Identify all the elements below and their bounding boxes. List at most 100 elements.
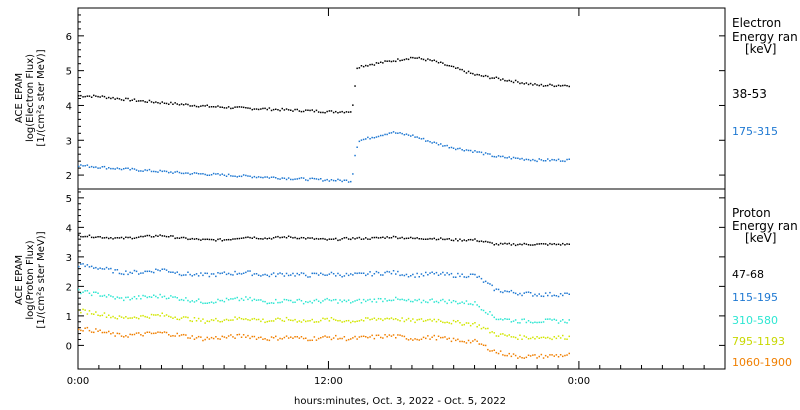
electron-point-1 xyxy=(521,157,523,160)
proton-point-0 xyxy=(482,241,485,243)
proton-point-2 xyxy=(557,322,560,324)
electron-point-1 xyxy=(350,180,352,183)
electron-point-1 xyxy=(519,158,521,160)
proton-point-3 xyxy=(187,316,189,319)
proton-point-1 xyxy=(240,273,243,275)
electron-point-0 xyxy=(191,105,193,107)
electron-point-1 xyxy=(116,167,119,169)
proton-point-3 xyxy=(392,318,395,321)
proton-point-0 xyxy=(499,242,502,245)
proton-point-0 xyxy=(514,244,517,247)
proton-point-3 xyxy=(257,318,260,321)
proton-point-3 xyxy=(247,319,249,321)
electron-point-1 xyxy=(223,174,226,176)
proton-point-3 xyxy=(469,324,472,327)
proton-point-2 xyxy=(549,318,551,320)
electron-point-0 xyxy=(431,60,433,62)
electron-point-1 xyxy=(512,156,515,159)
proton-point-3 xyxy=(540,336,543,339)
electron-point-1 xyxy=(463,150,465,152)
proton-point-2 xyxy=(360,302,363,304)
proton-point-1 xyxy=(212,273,215,275)
electron-ylabel-line-1: ACE EPAM xyxy=(14,73,25,123)
proton-point-3 xyxy=(482,326,485,329)
proton-point-1 xyxy=(225,273,228,276)
proton-point-4 xyxy=(292,337,294,339)
proton-point-0 xyxy=(148,234,151,237)
electron-point-1 xyxy=(347,181,350,183)
proton-point-0 xyxy=(455,238,457,240)
proton-point-0 xyxy=(373,236,376,239)
proton-point-4 xyxy=(110,333,112,335)
proton-point-4 xyxy=(262,338,264,340)
proton-point-3 xyxy=(283,320,286,322)
proton-point-4 xyxy=(315,339,318,341)
proton-point-0 xyxy=(165,235,168,238)
proton-point-2 xyxy=(435,300,438,303)
proton-point-0 xyxy=(138,236,140,238)
proton-point-2 xyxy=(230,298,232,300)
proton-point-3 xyxy=(268,320,271,322)
proton-point-1 xyxy=(416,272,418,275)
proton-point-2 xyxy=(517,322,519,324)
proton-point-2 xyxy=(491,314,493,316)
proton-point-3 xyxy=(103,312,106,314)
proton-point-1 xyxy=(403,274,406,277)
electron-point-1 xyxy=(245,174,247,177)
proton-point-3 xyxy=(270,320,273,322)
proton-point-3 xyxy=(499,333,502,335)
proton-point-3 xyxy=(193,317,196,319)
proton-point-1 xyxy=(553,294,555,297)
proton-point-4 xyxy=(283,336,286,339)
proton-point-1 xyxy=(395,273,397,275)
electron-point-0 xyxy=(309,109,311,112)
electron-point-1 xyxy=(435,142,438,144)
proton-point-3 xyxy=(474,322,476,324)
electron-point-0 xyxy=(86,95,89,97)
proton-point-2 xyxy=(337,302,339,304)
electron-point-0 xyxy=(544,85,547,87)
proton-point-3 xyxy=(395,318,397,320)
proton-point-1 xyxy=(294,275,296,277)
proton-point-3 xyxy=(242,318,245,321)
proton-point-4 xyxy=(431,336,433,338)
electron-point-0 xyxy=(332,111,335,114)
proton-point-2 xyxy=(433,301,435,303)
proton-point-3 xyxy=(489,331,491,334)
proton-point-4 xyxy=(369,336,371,338)
proton-point-3 xyxy=(204,322,206,324)
proton-point-2 xyxy=(219,299,221,302)
electron-point-1 xyxy=(536,160,538,163)
proton-point-4 xyxy=(236,334,238,336)
electron-point-0 xyxy=(176,103,178,105)
proton-point-3 xyxy=(163,315,166,317)
proton-point-4 xyxy=(330,338,333,341)
electron-point-0 xyxy=(108,96,110,99)
proton-point-1 xyxy=(360,272,363,274)
proton-point-1 xyxy=(350,273,352,275)
proton-point-0 xyxy=(82,236,84,238)
proton-point-3 xyxy=(375,319,378,321)
proton-point-0 xyxy=(422,238,425,240)
proton-point-0 xyxy=(377,237,380,239)
proton-point-3 xyxy=(382,319,384,322)
electron-point-0 xyxy=(208,106,211,108)
proton-point-2 xyxy=(508,318,510,320)
proton-point-3 xyxy=(159,315,161,317)
proton-point-1 xyxy=(176,271,178,273)
proton-point-4 xyxy=(242,334,245,336)
electron-point-0 xyxy=(491,77,493,79)
proton-point-2 xyxy=(461,301,463,303)
electron-point-1 xyxy=(292,178,294,181)
proton-point-1 xyxy=(217,272,219,274)
proton-point-4 xyxy=(178,335,181,337)
proton-point-1 xyxy=(425,271,427,274)
proton-point-3 xyxy=(341,321,343,323)
proton-point-2 xyxy=(341,300,343,303)
xtick-label-1: 12:00 xyxy=(314,376,343,387)
proton-point-0 xyxy=(354,238,356,240)
proton-point-4 xyxy=(352,337,354,339)
proton-point-4 xyxy=(290,336,292,338)
electron-point-1 xyxy=(105,168,108,170)
proton-point-0 xyxy=(174,237,176,240)
